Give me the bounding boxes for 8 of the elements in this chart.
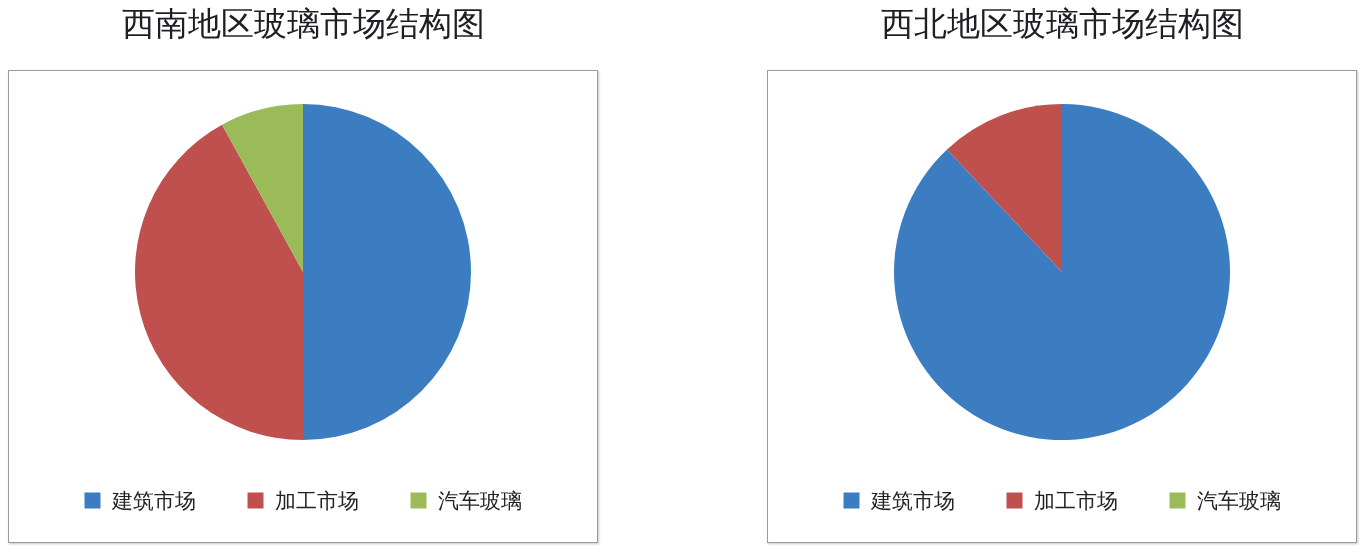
- chart-title: 西南地区玻璃市场结构图: [121, 4, 485, 43]
- legend-label: 建筑市场: [869, 488, 955, 513]
- legend-label: 汽车玻璃: [437, 488, 522, 513]
- chart-title: 西北地区玻璃市场结构图: [880, 4, 1244, 43]
- legend-label: 汽车玻璃: [1196, 488, 1281, 513]
- legend-label: 加工市场: [1033, 488, 1118, 513]
- legend-label: 建筑市场: [110, 488, 196, 513]
- legend-label: 加工市场: [274, 488, 359, 513]
